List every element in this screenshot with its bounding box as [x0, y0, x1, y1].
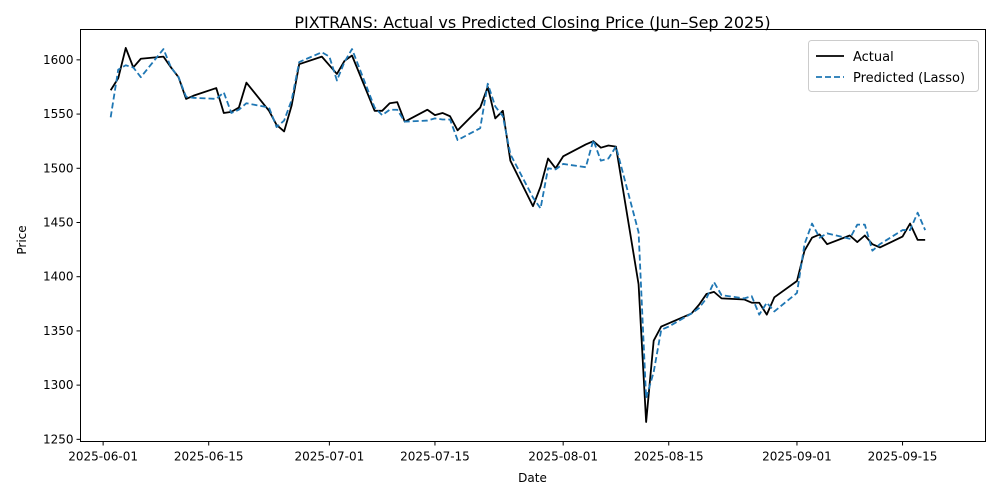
- x-tick-label: 2025-09-01: [762, 450, 832, 464]
- y-tick-label: 1500: [43, 161, 74, 175]
- y-axis-label: Price: [15, 225, 29, 254]
- y-axis: 1250 1300 1350 1400 1450 1500 1550 1600: [43, 53, 81, 446]
- x-tick-label: 2025-07-15: [400, 450, 470, 464]
- legend: Actual Predicted (Lasso): [808, 40, 979, 92]
- x-tick-label: 2025-06-15: [174, 450, 244, 464]
- chart-title: PIXTRANS: Actual vs Predicted Closing Pr…: [294, 13, 770, 32]
- legend-box: [808, 40, 979, 92]
- y-tick-label: 1600: [43, 53, 74, 67]
- legend-actual-label: Actual: [853, 50, 894, 65]
- x-axis: 2025-06-01 2025-06-15 2025-07-01 2025-07-15…: [68, 441, 938, 464]
- plot-frame: [80, 29, 986, 442]
- legend-predicted-label: Predicted (Lasso): [853, 71, 965, 86]
- y-tick-label: 1550: [43, 107, 74, 121]
- y-tick-label: 1250: [43, 432, 74, 446]
- x-tick-label: 2025-07-01: [295, 450, 365, 464]
- y-tick-label: 1450: [43, 215, 74, 229]
- x-tick-label: 2025-09-15: [868, 450, 938, 464]
- predicted-series-line: [109, 48, 926, 400]
- y-tick-label: 1300: [43, 378, 74, 392]
- x-tick-label: 2025-06-01: [68, 450, 138, 464]
- x-tick-label: 2025-08-15: [634, 450, 704, 464]
- y-tick-label: 1350: [43, 324, 74, 338]
- plot-lines: [109, 47, 926, 423]
- actual-series-line: [109, 47, 926, 423]
- x-tick-label: 2025-08-01: [528, 450, 598, 464]
- y-tick-label: 1400: [43, 270, 74, 284]
- x-axis-label: Date: [518, 471, 547, 485]
